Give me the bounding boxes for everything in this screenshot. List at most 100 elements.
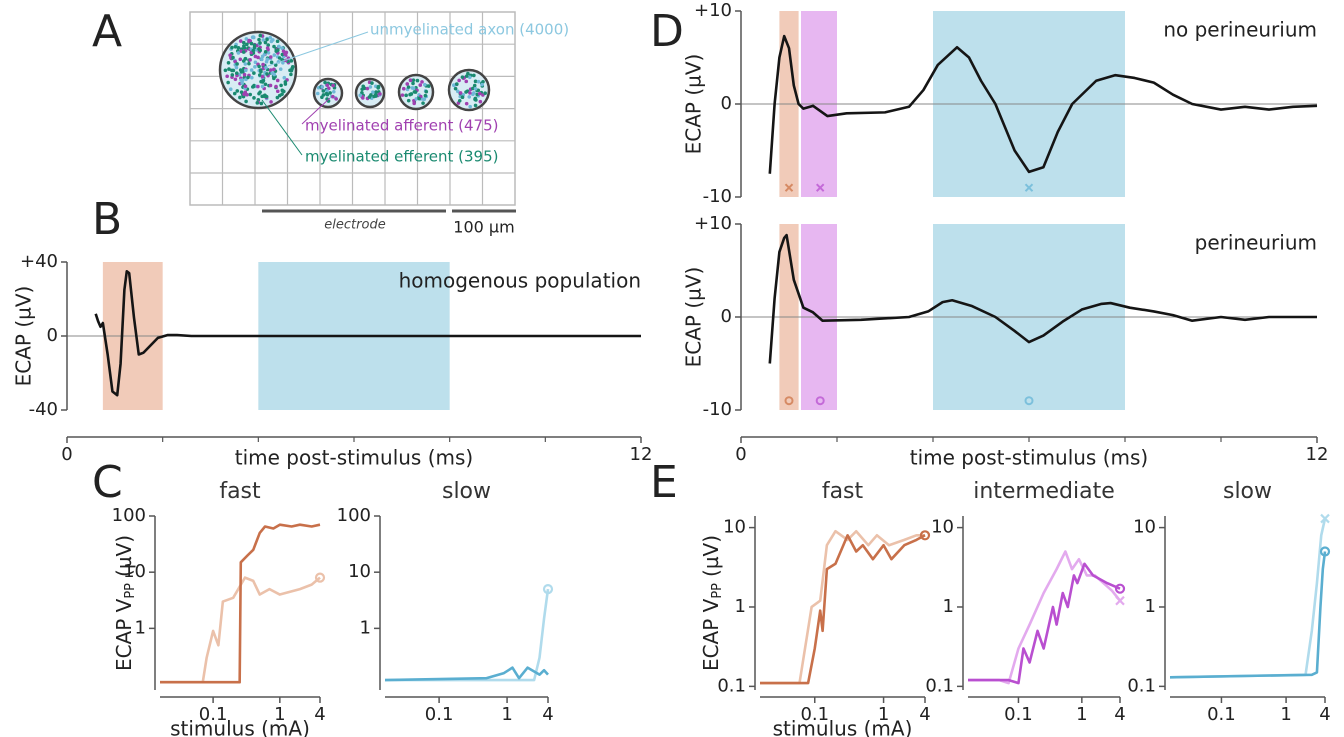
fiber bbox=[239, 78, 244, 82]
fiber bbox=[325, 89, 329, 93]
fiber bbox=[412, 101, 416, 106]
fiber bbox=[258, 48, 263, 53]
fiber bbox=[413, 90, 418, 94]
panel-letter: D bbox=[650, 6, 684, 57]
x-tick-label: 12 bbox=[1306, 444, 1329, 465]
fiber bbox=[369, 93, 373, 97]
fiber bbox=[226, 80, 230, 85]
fiber bbox=[259, 101, 264, 106]
fiber bbox=[321, 93, 326, 97]
fiber bbox=[321, 89, 326, 93]
panel-title: slow bbox=[1223, 479, 1272, 504]
fiber bbox=[264, 65, 268, 70]
fiber bbox=[257, 91, 261, 96]
window-marker bbox=[1024, 396, 1034, 406]
fiber bbox=[360, 90, 364, 95]
fiber bbox=[481, 79, 485, 84]
fiber bbox=[263, 93, 267, 98]
y-tick-label: 10 bbox=[931, 517, 954, 538]
leader-line bbox=[267, 31, 369, 67]
x-tick-label: 0.1 bbox=[800, 704, 829, 725]
fiber bbox=[406, 98, 411, 103]
fiber bbox=[280, 92, 284, 96]
fiber bbox=[245, 42, 249, 47]
y-tick-label: 100 bbox=[337, 505, 371, 526]
fiber bbox=[404, 93, 408, 98]
fiber bbox=[331, 83, 335, 88]
fiber bbox=[261, 38, 266, 42]
fiber bbox=[408, 78, 413, 83]
fiber bbox=[275, 78, 280, 83]
end-marker bbox=[314, 572, 326, 583]
fiber bbox=[472, 73, 476, 78]
fiber bbox=[251, 85, 255, 89]
fiber bbox=[225, 74, 229, 79]
fiber bbox=[320, 85, 325, 89]
fiber bbox=[243, 62, 248, 66]
scale-bar-label: 100 µm bbox=[453, 218, 514, 237]
fiber bbox=[478, 99, 483, 104]
data-line bbox=[160, 576, 321, 684]
fiber bbox=[282, 75, 287, 80]
y-axis-label-unit: (µV) bbox=[699, 535, 723, 577]
fiber bbox=[242, 44, 246, 48]
diagram-label: myelinated afferent (475) bbox=[305, 117, 498, 135]
x-tick-label: 12 bbox=[630, 444, 653, 465]
x-tick-label: 1 bbox=[274, 704, 285, 725]
panel-letter: C bbox=[92, 457, 123, 508]
fiber bbox=[243, 84, 248, 89]
y-tick-label: 1 bbox=[943, 596, 954, 617]
fiber bbox=[241, 59, 246, 63]
fiber bbox=[257, 64, 261, 69]
window-marker bbox=[784, 183, 794, 192]
fiber bbox=[256, 84, 260, 89]
fiber bbox=[418, 83, 423, 87]
y-tick-label: 1 bbox=[735, 596, 746, 617]
y-tick-label: 0.1 bbox=[1127, 675, 1156, 696]
diagram-label: myelinated efferent (395) bbox=[305, 148, 499, 166]
data-line bbox=[1169, 518, 1327, 679]
fiber bbox=[227, 67, 231, 71]
data-line bbox=[968, 562, 1121, 685]
fiber bbox=[464, 79, 469, 84]
fiber bbox=[468, 91, 472, 95]
fiber bbox=[253, 60, 258, 65]
fiber bbox=[405, 82, 410, 86]
fiber bbox=[268, 55, 273, 59]
y-tick-label: -10 bbox=[703, 399, 732, 420]
fiber bbox=[358, 93, 363, 98]
fiber bbox=[464, 101, 469, 106]
y-tick-label: 10 bbox=[348, 561, 371, 582]
fiber bbox=[472, 83, 477, 88]
fiber bbox=[420, 80, 424, 84]
end-marker bbox=[1114, 583, 1126, 594]
fiber bbox=[476, 79, 481, 84]
fiber bbox=[323, 80, 327, 85]
fiber bbox=[277, 44, 281, 49]
annotation: homogenous population bbox=[399, 269, 641, 293]
fiber bbox=[238, 68, 243, 72]
x-tick-label: 0 bbox=[735, 444, 746, 465]
fiber bbox=[257, 37, 261, 42]
fiber bbox=[249, 68, 254, 72]
fiber bbox=[464, 90, 468, 94]
fiber bbox=[260, 54, 265, 59]
y-tick-label: +10 bbox=[694, 0, 732, 21]
y-axis-label: ECAP (µV) bbox=[682, 267, 706, 368]
panel-title: fast bbox=[822, 479, 864, 504]
y-axis-label: ECAP (µV) bbox=[682, 54, 706, 155]
fiber bbox=[326, 86, 331, 91]
fiber bbox=[281, 49, 286, 53]
fiber bbox=[252, 43, 257, 48]
fiber bbox=[420, 97, 425, 101]
fiber bbox=[480, 82, 484, 87]
fiber bbox=[276, 48, 280, 52]
fiber bbox=[411, 78, 416, 82]
y-tick-label: 0 bbox=[721, 93, 732, 114]
fiber bbox=[238, 95, 242, 100]
fiber bbox=[265, 57, 270, 62]
x-tick-label: 4 bbox=[1319, 704, 1330, 725]
fiber bbox=[272, 44, 276, 49]
fiber bbox=[334, 97, 338, 101]
fiber bbox=[289, 72, 293, 77]
